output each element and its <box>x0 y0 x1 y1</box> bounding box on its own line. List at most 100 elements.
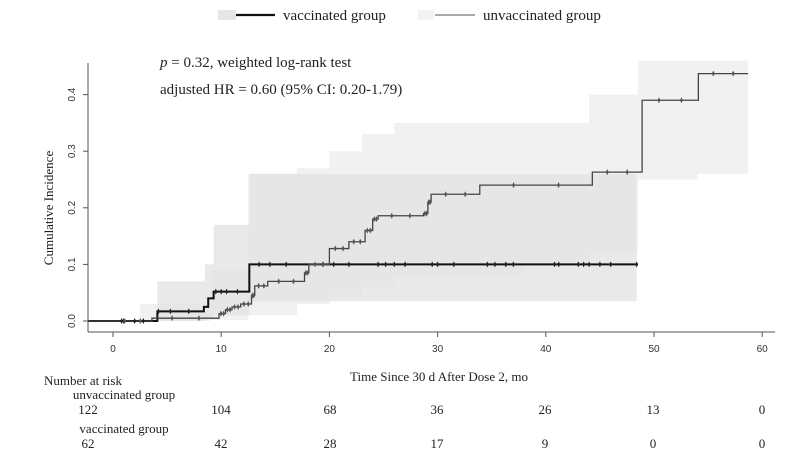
legend-label-unvaccinated: unvaccinated group <box>483 8 601 24</box>
risk-value: 13 <box>647 402 660 417</box>
risk-value: 104 <box>211 402 231 417</box>
censor-mark-vaccinated <box>257 261 261 268</box>
censor-mark-vaccinated <box>430 261 434 268</box>
censor-mark-unvaccinated <box>657 97 661 104</box>
y-tick-label: 0.4 <box>67 87 78 101</box>
risk-value: 0 <box>650 436 657 451</box>
censor-mark-unvaccinated <box>333 245 337 252</box>
censor-mark-unvaccinated <box>291 278 295 285</box>
censor-mark-vaccinated <box>587 261 591 268</box>
risk-value: 42 <box>215 436 228 451</box>
censor-mark-vaccinated <box>392 261 396 268</box>
censor-mark-unvaccinated <box>219 310 223 317</box>
x-tick-label: 60 <box>757 344 769 355</box>
x-tick-label: 40 <box>540 344 552 355</box>
censor-mark-vaccinated <box>635 261 639 268</box>
censor-mark-vaccinated <box>235 288 239 295</box>
censor-mark-vaccinated <box>552 261 556 268</box>
censor-mark-unvaccinated <box>228 306 232 313</box>
y-tick-label: 0.2 <box>67 200 78 214</box>
censor-mark-vaccinated <box>485 261 489 268</box>
series-line-vaccinated <box>88 263 637 322</box>
censor-mark-unvaccinated <box>262 282 266 289</box>
censor-mark-vaccinated <box>187 308 191 315</box>
risk-values: 122 104 68 36 26 13 0 62 42 28 17 9 0 0 <box>78 402 765 451</box>
censor-mark-unvaccinated <box>711 70 715 77</box>
censor-mark-unvaccinated <box>225 306 229 313</box>
censor-mark-vaccinated <box>376 261 380 268</box>
censor-mark-vaccinated <box>493 261 497 268</box>
censor-mark-vaccinated <box>504 261 508 268</box>
x-tick-label: 10 <box>216 344 228 355</box>
censor-mark-unvaccinated <box>233 303 237 310</box>
censor-mark-unvaccinated <box>365 227 369 234</box>
censor-mark-unvaccinated <box>304 269 308 276</box>
censor-mark-unvaccinated <box>372 216 376 223</box>
censor-mark-unvaccinated <box>428 199 432 206</box>
censor-mark-unvaccinated <box>731 70 735 77</box>
censor-mark-vaccinated <box>120 318 124 324</box>
risk-table-title: Number at risk <box>44 373 122 388</box>
censor-mark-unvaccinated <box>374 216 378 223</box>
x-tick-label: 20 <box>324 344 336 355</box>
censor-mark-vaccinated <box>609 261 613 268</box>
censor-mark-unvaccinated <box>138 318 142 324</box>
censor-mark-unvaccinated <box>321 261 325 268</box>
risk-row-label-vaccinated: vaccinated group <box>79 421 168 436</box>
risk-table: Number at risk unvaccinated group vaccin… <box>44 373 765 451</box>
hr-annotation: adjusted HR = 0.60 (95% CI: 0.20-1.79) <box>160 82 402 98</box>
y-tick-label: 0.1 <box>67 257 78 271</box>
censor-mark-unvaccinated <box>605 169 609 176</box>
censor-mark-unvaccinated <box>123 318 127 324</box>
censor-mark-unvaccinated <box>252 292 256 299</box>
p-value-annotation: p = 0.32, weighted log-rank test <box>159 55 352 71</box>
y-tick-label: 0.0 <box>67 314 78 328</box>
legend: vaccinated group unvaccinated group <box>218 8 601 24</box>
legend-label-vaccinated: vaccinated group <box>283 8 386 24</box>
confidence-bands <box>113 60 749 321</box>
censor-mark-unvaccinated <box>257 282 261 289</box>
axis-ticks: 0 10 20 30 40 50 60 0.0 0.1 0.2 0.3 0.4 <box>67 87 768 355</box>
censor-mark-unvaccinated <box>512 182 516 189</box>
censor-mark-unvaccinated <box>625 169 629 176</box>
risk-value: 26 <box>539 402 553 417</box>
censor-mark-vaccinated <box>576 261 580 268</box>
censor-mark-unvaccinated <box>463 191 467 198</box>
censor-mark-vaccinated <box>225 288 229 295</box>
censor-mark-unvaccinated <box>557 182 561 189</box>
censor-mark-vaccinated <box>384 261 388 268</box>
censor-marks <box>120 70 735 324</box>
censor-mark-unvaccinated <box>341 245 345 252</box>
censor-mark-unvaccinated <box>242 301 246 308</box>
censor-mark-vaccinated <box>332 261 336 268</box>
p-value-text: = 0.32, weighted log-rank test <box>168 55 353 71</box>
ci-band-vaccinated <box>113 173 637 321</box>
y-axis-label: Cumulative Incidence <box>41 151 56 266</box>
risk-value: 122 <box>78 402 98 417</box>
censor-mark-unvaccinated <box>444 191 448 198</box>
censor-mark-unvaccinated <box>358 238 362 245</box>
censor-mark-vaccinated <box>452 261 456 268</box>
censor-mark-unvaccinated <box>170 315 174 322</box>
censor-mark-unvaccinated <box>222 310 226 317</box>
censor-mark-vaccinated <box>347 261 351 268</box>
censor-mark-unvaccinated <box>306 269 310 276</box>
risk-row-label-unvaccinated: unvaccinated group <box>73 387 175 402</box>
risk-value: 0 <box>759 402 766 417</box>
censor-mark-vaccinated <box>511 261 515 268</box>
censor-mark-unvaccinated <box>277 278 281 285</box>
censor-mark-vaccinated <box>598 261 602 268</box>
censor-mark-vaccinated <box>133 318 137 324</box>
censor-mark-vaccinated <box>403 261 407 268</box>
censor-mark-unvaccinated <box>197 315 201 322</box>
censor-mark-unvaccinated <box>408 212 412 219</box>
censor-mark-unvaccinated <box>236 303 240 310</box>
censor-mark-unvaccinated <box>313 261 317 268</box>
censor-mark-vaccinated <box>219 288 223 295</box>
censor-mark-unvaccinated <box>352 238 356 245</box>
censor-mark-vaccinated <box>156 308 160 315</box>
censor-mark-vaccinated <box>582 261 586 268</box>
censor-mark-unvaccinated <box>423 210 427 217</box>
x-tick-label: 0 <box>110 344 116 355</box>
